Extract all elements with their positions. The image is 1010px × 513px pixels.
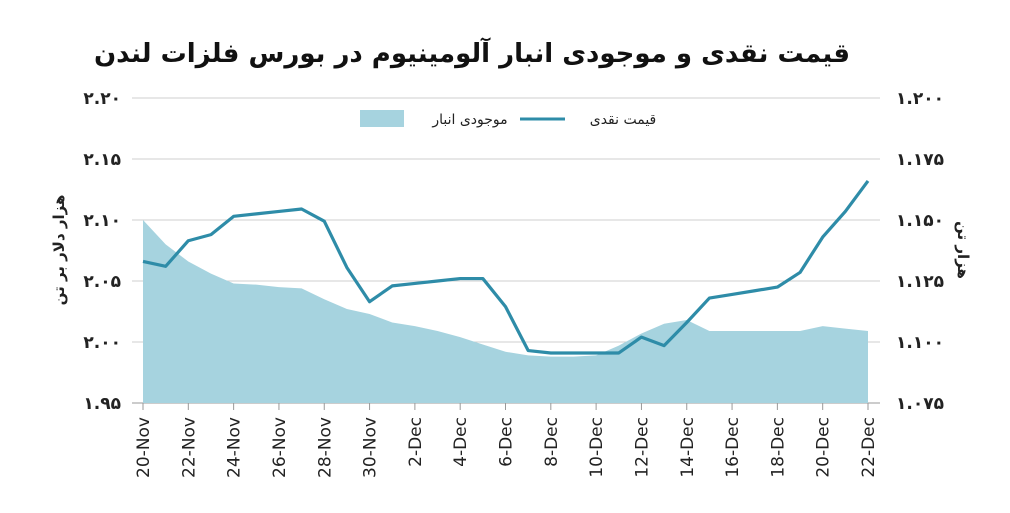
y-axis-left: ۱.۹۵ ۲.۰۰ ۲.۰۵ ۲.۱۰ ۲.۱۵ ۲.۲۰ (83, 89, 121, 414)
x-tick-label: 8-Dec (542, 417, 562, 467)
x-tick-label: 20-Dec (814, 417, 834, 478)
y-right-tick-label: ۱.۱۰۰ (896, 333, 944, 353)
x-tick-label: 10-Dec (587, 417, 607, 478)
x-tick-label: 26-Nov (270, 417, 290, 478)
x-axis: 20-Nov 22-Nov 24-Nov 26-Nov 28-Nov 30-Nov 2-De… (134, 403, 879, 478)
x-tick-label: 16-Dec (723, 417, 743, 478)
y-axis-right: ۱.۰۷۵ ۱.۱۰۰ ۱.۱۲۵ ۱.۱۵۰ ۱.۱۷۵ ۱.۲۰۰ (896, 89, 944, 414)
y-right-tick-label: ۱.۱۷۵ (896, 150, 944, 170)
x-tick-label: 6-Dec (497, 417, 517, 467)
stock-area (143, 220, 868, 403)
x-tick-label: 2-Dec (406, 417, 426, 467)
y-right-tick-label: ۱.۱۵۰ (896, 211, 944, 231)
stock-area-layer (143, 220, 868, 403)
x-tick-label: 12-Dec (632, 417, 652, 478)
y-axis-right-label: هزار تن (954, 221, 972, 279)
y-axis-left-label: هزار دلار بر تن (50, 195, 68, 306)
y-left-tick-label: ۲.۰۰ (83, 333, 121, 353)
y-left-tick-label: ۲.۱۰ (83, 211, 121, 231)
y-left-tick-label: ۲.۲۰ (83, 89, 121, 109)
y-right-tick-label: ۱.۱۲۵ (896, 272, 944, 292)
price-line (142, 180, 870, 355)
x-tick-label: 18-Dec (768, 417, 788, 478)
y-right-tick-label: ۱.۲۰۰ (896, 89, 944, 109)
legend-label-stock: موجودی انبار (431, 112, 507, 128)
y-left-tick-label: ۲.۱۵ (83, 150, 121, 170)
x-tick-label: 22-Dec (859, 417, 879, 478)
price-line-layer (142, 180, 870, 355)
y-right-tick-label: ۱.۰۷۵ (896, 394, 944, 414)
x-tick-label: 22-Nov (179, 417, 199, 478)
legend: موجودی انبار قیمت نقدی (360, 110, 656, 128)
x-tick-label: 14-Dec (678, 417, 698, 478)
x-tick-label: 4-Dec (451, 417, 471, 467)
x-tick-label: 20-Nov (134, 417, 154, 478)
x-tick-label: 24-Nov (225, 417, 245, 478)
y-left-tick-label: ۱.۹۵ (83, 394, 121, 414)
x-tick-label: 28-Nov (315, 417, 335, 478)
x-tick-label: 30-Nov (361, 417, 381, 478)
legend-swatch-stock (360, 110, 404, 127)
chart-title: قیمت نقدی و موجودی انبار آلومینیوم در بو… (94, 37, 850, 69)
legend-label-price: قیمت نقدی (590, 112, 657, 128)
y-left-tick-label: ۲.۰۵ (83, 272, 121, 292)
